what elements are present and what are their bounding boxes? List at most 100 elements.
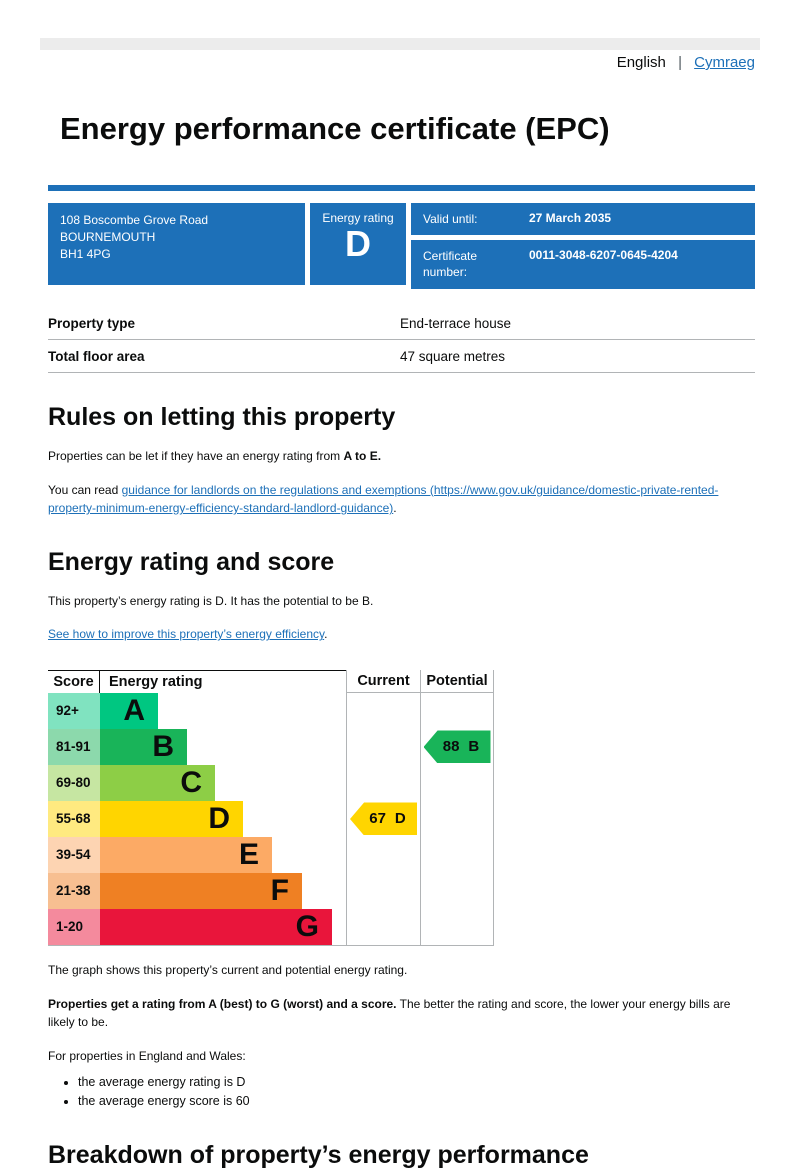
address-line-1: 108 Boscombe Grove Road bbox=[60, 213, 209, 227]
chart-header-current: Current bbox=[346, 669, 420, 693]
certificate-number-label: Certificate number: bbox=[423, 249, 478, 280]
rating-bar-g: G bbox=[100, 908, 332, 945]
landlord-guidance-link[interactable]: guidance for landlords on the regulation… bbox=[48, 482, 719, 516]
current-score: 67 bbox=[369, 810, 386, 828]
potential-cell-b: 88 B bbox=[420, 728, 494, 765]
band-row-b: 81-91 B 88 B bbox=[48, 728, 494, 765]
score-cell-f: 21-38 bbox=[48, 872, 100, 909]
language-separator: | bbox=[678, 54, 682, 71]
rating-bar-a: A bbox=[100, 692, 158, 729]
rating-bar-cell-c: C bbox=[100, 764, 346, 801]
rating-bar-cell-g: G bbox=[100, 908, 346, 945]
potential-cell-d bbox=[420, 800, 494, 837]
language-switcher: English | Cymraeg bbox=[48, 54, 755, 71]
potential-cell-f bbox=[420, 872, 494, 909]
potential-score: 88 bbox=[442, 738, 460, 756]
rules-p1-prefix: Properties can be let if they have an en… bbox=[48, 449, 344, 463]
chart-header-energy-rating: Energy rating bbox=[100, 669, 346, 693]
current-cell-g bbox=[346, 908, 420, 945]
certificate-number-row: Certificate number: 0011-3048-6207-0645-… bbox=[411, 240, 755, 289]
band-row-a: 92+ A bbox=[48, 692, 494, 729]
current-cell-f bbox=[346, 872, 420, 909]
valid-until-label: Valid until: bbox=[423, 212, 478, 226]
title-rule bbox=[48, 185, 755, 191]
potential-cell-g bbox=[420, 908, 494, 945]
valid-until-row: Valid until: 27 March 2035 bbox=[411, 203, 755, 236]
floor-area-value: 47 square metres bbox=[400, 349, 506, 364]
current-cell-c bbox=[346, 764, 420, 801]
score-cell-a: 92+ bbox=[48, 692, 100, 729]
language-current: English bbox=[616, 54, 666, 71]
chart-header-score: Score bbox=[48, 669, 100, 693]
england-wales-intro: For properties in England and Wales: bbox=[48, 1048, 246, 1063]
rating-bar-e: E bbox=[100, 836, 272, 873]
improve-suffix: . bbox=[324, 627, 328, 642]
property-type-label: Property type bbox=[48, 316, 136, 331]
rating-bar-cell-a: A bbox=[100, 692, 346, 729]
rules-p2-prefix: You can read bbox=[48, 482, 122, 497]
rules-paragraph-1: Properties can be let if they have an en… bbox=[48, 447, 755, 466]
property-address: 108 Boscombe Grove Road BOURNEMOUTH BH1 … bbox=[48, 203, 305, 285]
rating-bar-f: F bbox=[100, 872, 302, 909]
potential-cell-c bbox=[420, 764, 494, 801]
band-row-c: 69-80 C bbox=[48, 764, 494, 801]
band-row-d: 55-68 D 67 D bbox=[48, 800, 494, 837]
current-band: D bbox=[394, 810, 406, 828]
top-grey-bar bbox=[40, 38, 760, 50]
floor-area-label: Total floor area bbox=[48, 349, 145, 364]
energy-rating-label: Energy rating bbox=[322, 211, 394, 225]
band-letter-d: D bbox=[208, 801, 230, 835]
potential-cell-e bbox=[420, 836, 494, 873]
rating-bar-cell-f: F bbox=[100, 872, 346, 909]
score-cell-b: 81-91 bbox=[48, 728, 100, 765]
energy-rating-cell: Energy rating D bbox=[310, 203, 406, 285]
rating-bar-d: D bbox=[100, 800, 243, 837]
score-cell-g: 1-20 bbox=[48, 908, 100, 945]
score-cell-e: 39-54 bbox=[48, 836, 100, 873]
certificate-summary-box: 108 Boscombe Grove Road BOURNEMOUTH BH1 … bbox=[48, 203, 755, 289]
potential-rating-arrow: 88 B bbox=[423, 730, 491, 764]
average-score-item: the average energy score is 60 bbox=[78, 1092, 755, 1110]
rating-score-heading: Energy rating and score bbox=[48, 547, 335, 576]
graph-caption: The graph shows this property’s current … bbox=[48, 962, 408, 977]
score-cell-c: 69-80 bbox=[48, 764, 100, 801]
cymraeg-link[interactable]: Cymraeg bbox=[694, 54, 755, 71]
rating-explainer-bold: Properties get a rating from A (best) to… bbox=[48, 996, 397, 1011]
page-content: Energy performance certificate (EPC) 108… bbox=[0, 111, 800, 1170]
band-letter-f: F bbox=[270, 873, 289, 907]
rating-explainer: Properties get a rating from A (best) to… bbox=[48, 995, 755, 1032]
rating-bar-cell-e: E bbox=[100, 836, 346, 873]
rules-p1-bold: A to E. bbox=[343, 449, 382, 463]
chart-header-row: Score Energy rating Current Potential bbox=[48, 669, 494, 693]
band-letter-b: B bbox=[152, 729, 174, 763]
table-row-property-type: Property type End-terrace house bbox=[48, 307, 755, 340]
chart-header-potential: Potential bbox=[420, 669, 494, 693]
potential-band: B bbox=[468, 738, 480, 756]
average-ratings-list: the average energy rating is D the avera… bbox=[48, 1073, 755, 1110]
table-row-floor-area: Total floor area 47 square metres bbox=[48, 340, 755, 373]
rules-p2-suffix: . bbox=[393, 501, 397, 516]
epc-rating-chart: Score Energy rating Current Potential 92… bbox=[48, 669, 494, 946]
current-cell-e bbox=[346, 836, 420, 873]
certificate-number-value: 0011-3048-6207-0645-4204 bbox=[529, 248, 678, 263]
improve-efficiency-link[interactable]: See how to improve this property’s energ… bbox=[48, 627, 325, 642]
epc-chart-rows: 92+ A 81-91 B 88 B 69-80 C 55-68 D 67 D 39-54 E 21-38 F… bbox=[48, 692, 494, 946]
improve-paragraph: See how to improve this property’s energ… bbox=[48, 625, 755, 644]
band-letter-e: E bbox=[238, 837, 259, 871]
band-letter-a: A bbox=[123, 693, 145, 727]
band-row-f: 21-38 F bbox=[48, 872, 494, 909]
energy-rating-value: D bbox=[345, 223, 371, 264]
property-summary-table: Property type End-terrace house Total fl… bbox=[48, 307, 755, 373]
rules-paragraph-2: You can read guidance for landlords on t… bbox=[48, 481, 755, 518]
address-line-3: BH1 4PG bbox=[60, 246, 111, 261]
valid-until-value: 27 March 2035 bbox=[529, 211, 612, 225]
rating-bar-b: B bbox=[100, 728, 187, 765]
band-row-e: 39-54 E bbox=[48, 836, 494, 873]
current-rating-arrow: 67 D bbox=[350, 802, 417, 836]
rating-bar-cell-b: B bbox=[100, 728, 346, 765]
current-cell-d: 67 D bbox=[346, 800, 420, 837]
summary-right-column: Valid until: 27 March 2035 Certificate n… bbox=[411, 203, 755, 289]
rules-heading: Rules on letting this property bbox=[48, 403, 396, 431]
breakdown-heading: Breakdown of property’s energy performan… bbox=[48, 1140, 589, 1169]
rating-bar-cell-d: D bbox=[100, 800, 346, 837]
